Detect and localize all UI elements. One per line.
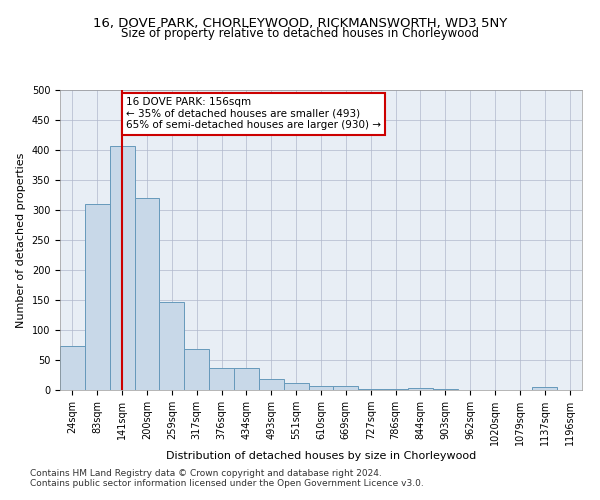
Bar xyxy=(408,388,433,390)
Text: Contains HM Land Registry data © Crown copyright and database right 2024.: Contains HM Land Registry data © Crown c… xyxy=(30,468,382,477)
Text: 16, DOVE PARK, CHORLEYWOOD, RICKMANSWORTH, WD3 5NY: 16, DOVE PARK, CHORLEYWOOD, RICKMANSWORT… xyxy=(93,18,507,30)
Text: Size of property relative to detached houses in Chorleywood: Size of property relative to detached ho… xyxy=(121,28,479,40)
Bar xyxy=(60,346,85,390)
Bar xyxy=(334,386,358,390)
Bar xyxy=(209,368,234,390)
Bar xyxy=(184,349,209,390)
Bar xyxy=(284,383,308,390)
Bar xyxy=(259,379,284,390)
Text: 16 DOVE PARK: 156sqm
← 35% of detached houses are smaller (493)
65% of semi-deta: 16 DOVE PARK: 156sqm ← 35% of detached h… xyxy=(126,97,381,130)
Bar xyxy=(160,302,184,390)
Text: Contains public sector information licensed under the Open Government Licence v3: Contains public sector information licen… xyxy=(30,478,424,488)
Bar xyxy=(532,387,557,390)
X-axis label: Distribution of detached houses by size in Chorleywood: Distribution of detached houses by size … xyxy=(166,450,476,460)
Bar xyxy=(85,204,110,390)
Y-axis label: Number of detached properties: Number of detached properties xyxy=(16,152,26,328)
Bar xyxy=(134,198,160,390)
Bar xyxy=(308,386,334,390)
Bar xyxy=(110,146,134,390)
Bar xyxy=(234,368,259,390)
